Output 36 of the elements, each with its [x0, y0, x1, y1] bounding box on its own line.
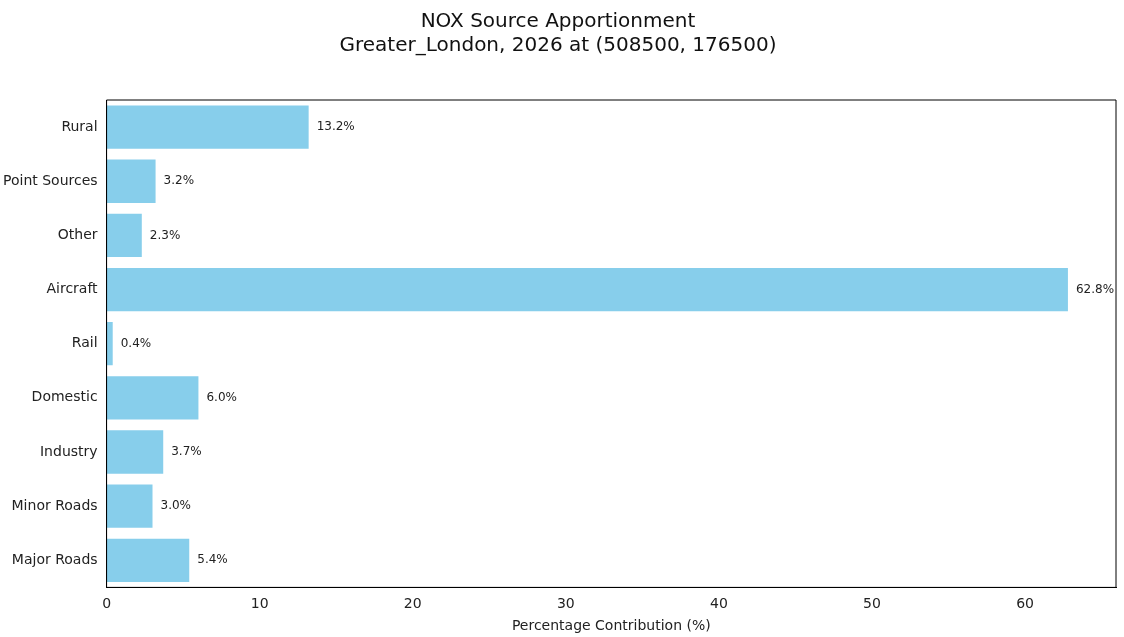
bar	[106, 267, 1068, 312]
x-axis-title: Percentage Contribution (%)	[511, 617, 711, 634]
bar	[106, 105, 309, 149]
bar	[106, 213, 142, 258]
data-label: 3.7%	[171, 444, 202, 459]
bar	[106, 376, 199, 420]
x-tick-label: 30	[556, 595, 575, 612]
bar	[106, 430, 164, 474]
data-label: 6.0%	[206, 389, 237, 404]
data-label: 3.0%	[160, 498, 192, 513]
y-tick-label: Major Roads	[11, 550, 98, 567]
y-tick-label: Rural	[61, 117, 98, 134]
y-tick-label: Industry	[40, 442, 98, 459]
y-tick-label: Point Sources	[3, 171, 98, 188]
x-tick-label: 0	[102, 595, 112, 612]
data-label: 3.2%	[163, 173, 195, 188]
x-tick-label: 50	[863, 595, 881, 612]
x-tick-label: 60	[1016, 595, 1034, 612]
chart-title: NOX Source Apportionment Greater_London, 2026 at (508500, 176500)	[339, 8, 777, 57]
y-tick-label: Rail	[71, 334, 98, 351]
y-tick-label: Aircraft	[46, 280, 99, 297]
x-tick-label: 10	[250, 595, 269, 612]
data-label: 5.4%	[197, 552, 228, 567]
bar	[106, 538, 190, 582]
data-label: 0.4%	[120, 335, 152, 350]
data-label: 2.3%	[149, 227, 181, 242]
y-tick-label: Minor Roads	[11, 496, 98, 513]
bar	[106, 484, 153, 528]
bar	[106, 322, 113, 366]
data-label: 13.2%	[316, 119, 355, 134]
y-tick-label: Domestic	[31, 388, 98, 405]
data-label: 62.8%	[1075, 281, 1115, 296]
x-tick-label: 20	[403, 595, 422, 612]
bar	[106, 159, 156, 203]
x-tick-label: 40	[710, 595, 728, 612]
y-tick-label: Other	[57, 226, 98, 243]
